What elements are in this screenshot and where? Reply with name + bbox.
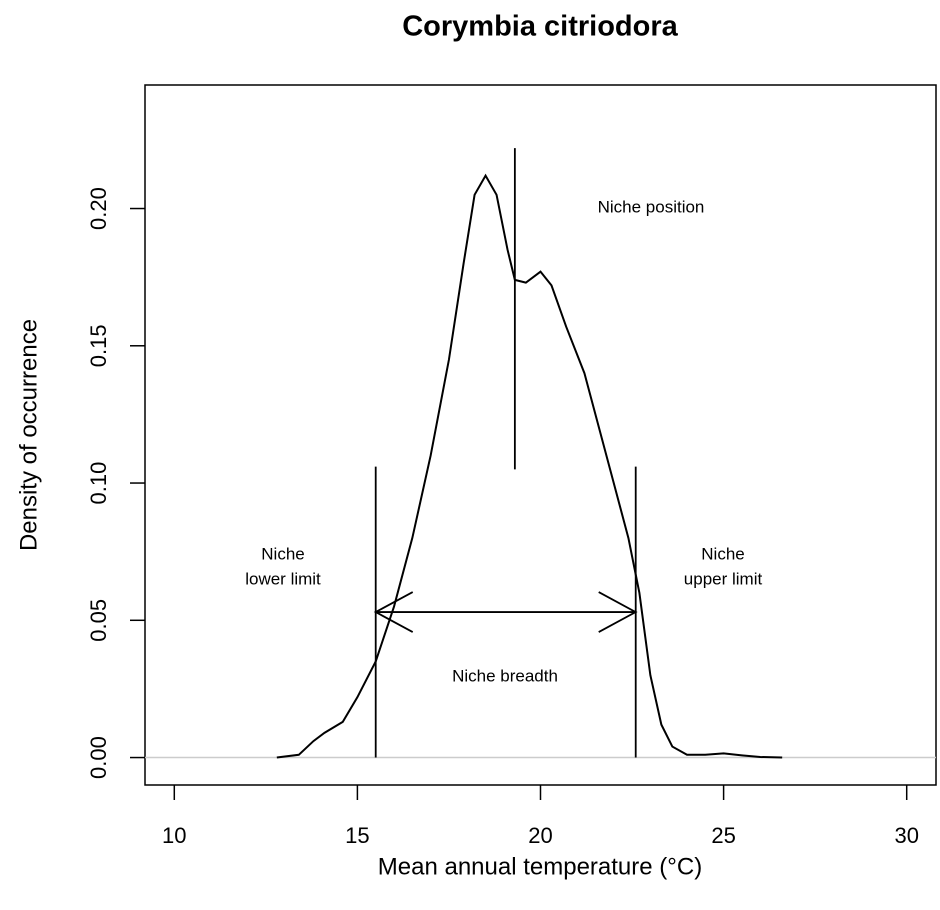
x-tick-label: 10	[162, 823, 186, 848]
x-axis-label: Mean annual temperature (°C)	[378, 853, 702, 880]
density-line	[276, 173, 783, 759]
y-tick-label: 0.00	[86, 736, 111, 779]
y-axis-label: Density of occurrence	[15, 319, 42, 551]
y-tick-label: 0.15	[86, 324, 111, 367]
annotation: lower limit	[245, 569, 321, 588]
annotation: Niche breadth	[452, 666, 558, 685]
x-tick-label: 20	[528, 823, 552, 848]
chart-title: Corymbia citriodora	[402, 11, 678, 43]
y-tick-label: 0.10	[86, 462, 111, 505]
annotation: upper limit	[684, 569, 763, 588]
y-tick-label: 0.20	[86, 187, 111, 230]
niche-breadth-arrow	[373, 591, 638, 633]
x-tick-label: 30	[894, 823, 918, 848]
x-tick-label: 25	[711, 823, 735, 848]
annotation: Niche	[261, 544, 304, 563]
annotation: Niche	[701, 544, 744, 563]
annotation: Niche position	[598, 197, 705, 216]
y-tick-label: 0.05	[86, 599, 111, 642]
x-tick-label: 15	[345, 823, 369, 848]
